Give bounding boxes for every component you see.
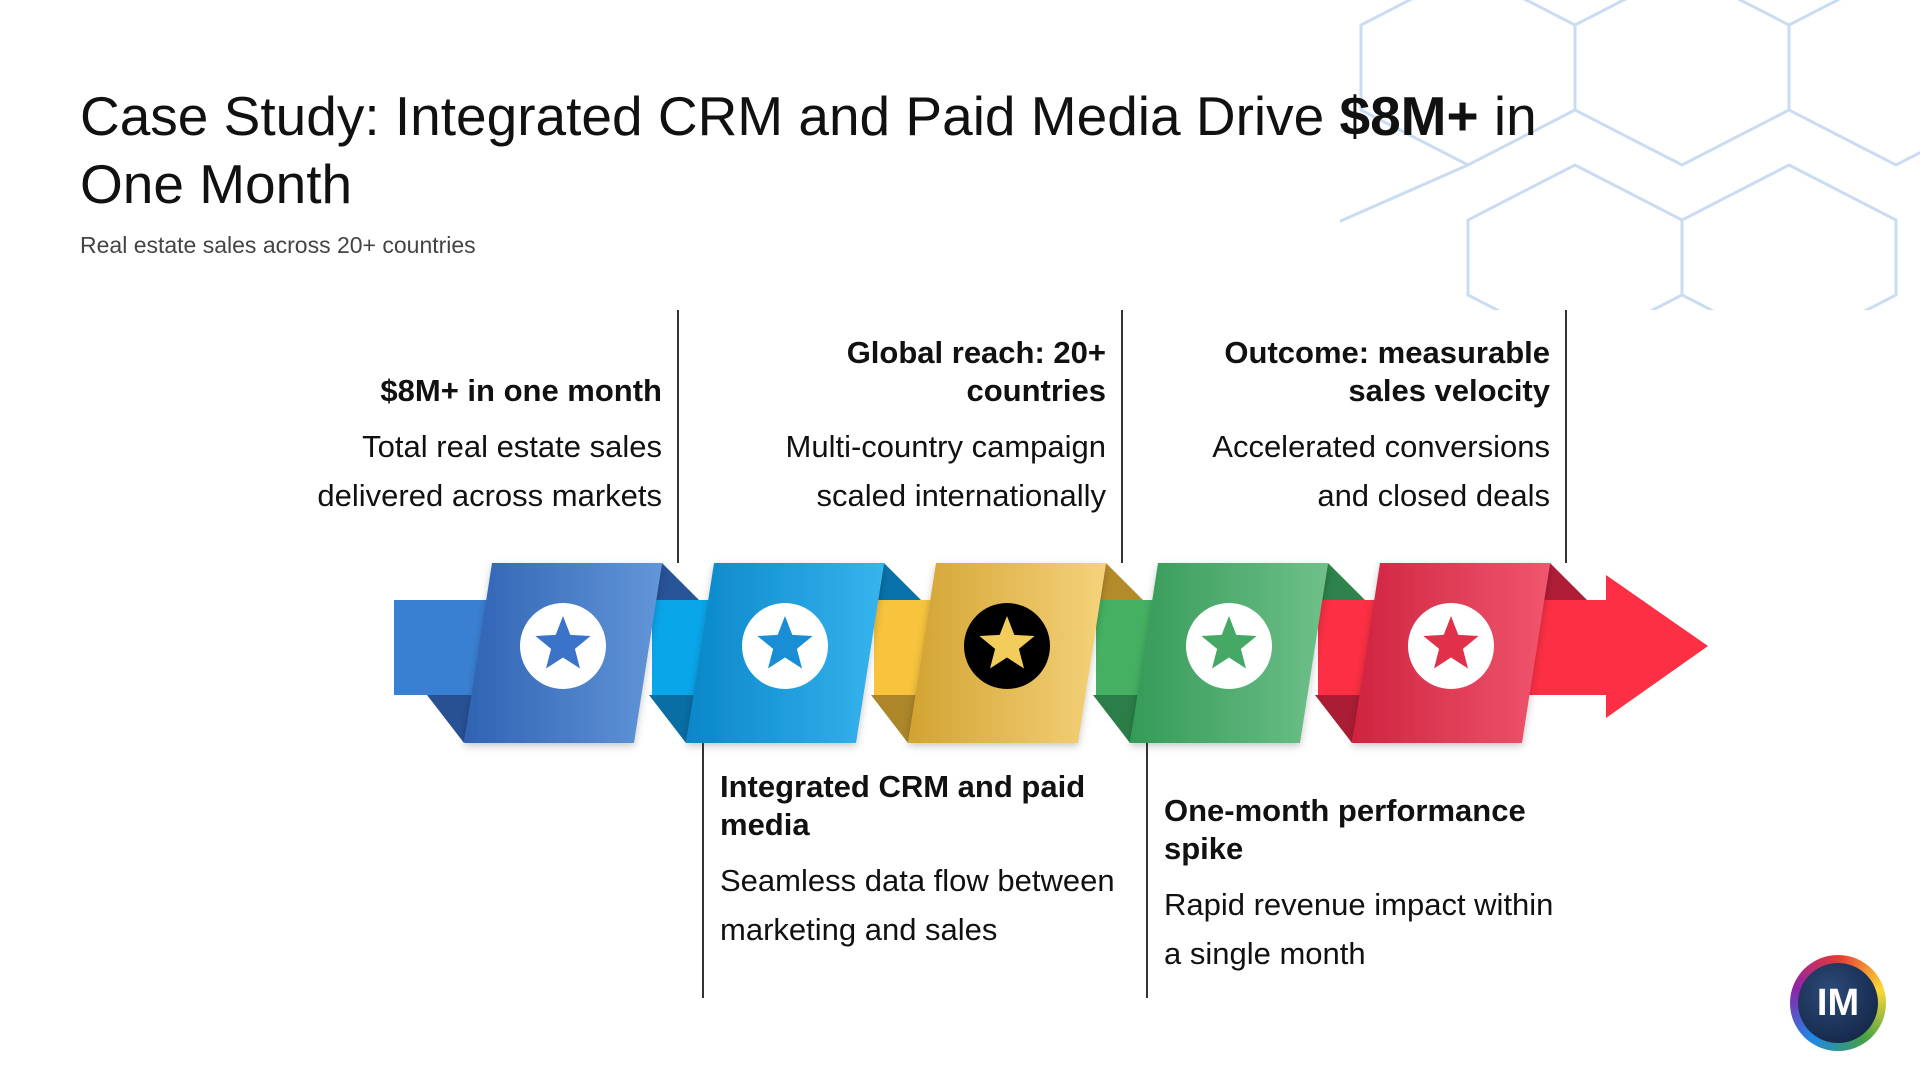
step-heading: Integrated CRM and paid media <box>720 769 1086 842</box>
step-description: Rapid revenue impact within a single mon… <box>1164 887 1554 971</box>
ribbon-fold-top-1 <box>656 563 699 600</box>
ribbon-fold-bottom-2 <box>649 695 694 743</box>
hexagon-pattern-background <box>1340 0 1920 310</box>
im-logo-icon: IM <box>1790 955 1886 1051</box>
step-heading: Global reach: 20+ countries <box>846 335 1106 408</box>
ribbon-fold-bottom-4 <box>1093 695 1138 743</box>
page-subtitle: Real estate sales across 20+ countries <box>80 232 476 258</box>
step-card-5: Outcome: measurable sales velocity Accele… <box>1190 334 1550 520</box>
step-heading: $8M+ in one month <box>380 373 662 408</box>
star-icon <box>1423 616 1479 669</box>
connector-line-3 <box>1121 310 1123 563</box>
ribbon-fold-bottom-3 <box>871 695 916 743</box>
connector-line-5 <box>1565 310 1567 563</box>
step-description: Seamless data flow between marketing and… <box>720 863 1115 947</box>
ribbon-fold-top-3 <box>1100 563 1143 600</box>
step-description: Accelerated conversions and closed deals <box>1212 429 1550 513</box>
ribbon-fold-top-5 <box>1544 563 1587 600</box>
page-title: Case Study: Integrated CRM and Paid Medi… <box>80 85 1537 215</box>
star-icon <box>757 616 813 669</box>
connector-line-4 <box>1146 743 1148 998</box>
step-card-1: $8M+ in one month Total real estate sales… <box>302 372 662 520</box>
step-heading: One-month performance spike <box>1164 793 1526 866</box>
ribbon-fold-bottom-5 <box>1315 695 1360 743</box>
step-description: Multi-country campaign scaled internatio… <box>785 429 1106 513</box>
connector-line-1 <box>677 310 679 563</box>
step-description: Total real estate sales delivered across… <box>317 429 662 513</box>
step-heading: Outcome: measurable sales velocity <box>1224 335 1550 408</box>
ribbon-fold-bottom-1 <box>427 695 472 743</box>
arrow-right-icon <box>1510 575 1708 718</box>
star-icon <box>535 616 591 669</box>
step-card-2: Integrated CRM and paid media Seamless da… <box>720 768 1120 954</box>
step-card-3: Global reach: 20+ countries Multi-country… <box>746 334 1106 520</box>
connector-line-2 <box>702 743 704 998</box>
ribbon-fold-top-2 <box>878 563 921 600</box>
star-icon <box>1201 616 1257 669</box>
ribbon-fold-top-4 <box>1322 563 1365 600</box>
step-card-4: One-month performance spike Rapid revenue… <box>1164 792 1564 978</box>
title-highlight: $8M+ <box>1339 85 1479 147</box>
logo-text: IM <box>1798 963 1878 1043</box>
star-icon <box>979 616 1035 669</box>
